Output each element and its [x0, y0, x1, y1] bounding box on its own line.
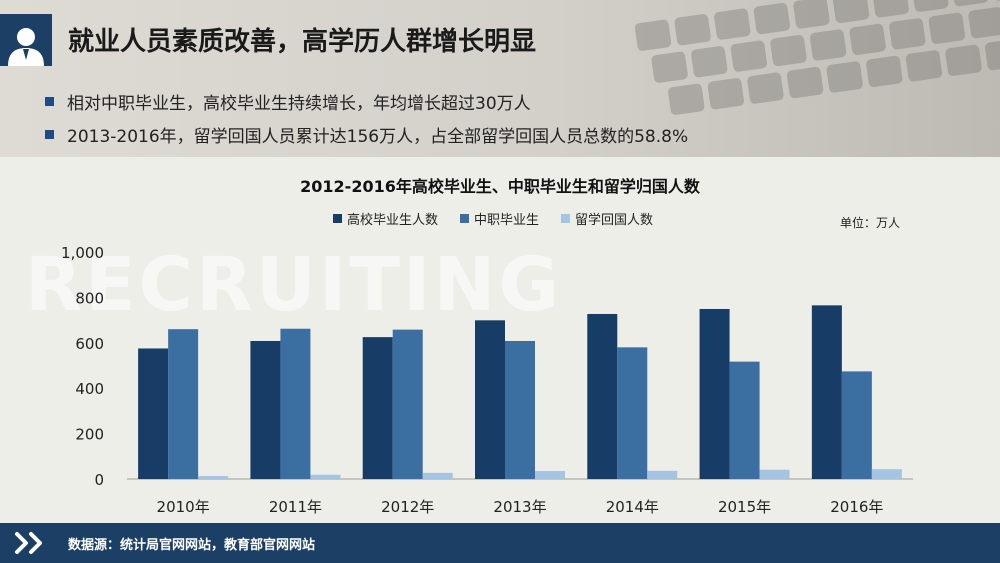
y-tick-label: 600 — [75, 335, 104, 353]
legend-label: 中职毕业生 — [474, 213, 540, 228]
y-tick-label: 200 — [75, 426, 104, 444]
bar-series3 — [759, 469, 790, 479]
bullet-text: 2013-2016年，留学回国人员累计达156万人，占全部留学回国人员总数的58… — [67, 127, 689, 147]
keyboard-key — [786, 66, 824, 99]
keyboard-key — [753, 2, 791, 35]
keyboard-key — [944, 44, 983, 77]
legend-swatch — [561, 214, 571, 223]
x-tick-label: 2016年 — [830, 498, 883, 516]
bar-series2 — [168, 329, 199, 479]
data-source: 数据源：统计局官网网站，教育部官网网站 — [68, 537, 316, 553]
keyboard-key — [713, 7, 752, 41]
bar-series1 — [811, 305, 842, 479]
keyboard-key — [707, 77, 745, 110]
bullet-item: 相对中职毕业生，高校毕业生持续增长，年均增长超过30万人 — [45, 85, 688, 118]
bar-series1 — [475, 320, 505, 479]
x-tick-label: 2010年 — [157, 498, 210, 516]
bar-series1 — [362, 337, 393, 479]
keyboard-key — [769, 34, 808, 67]
keyboard-key — [967, 6, 1000, 39]
bullet-square-icon — [45, 97, 54, 106]
x-tick-label: 2014年 — [606, 498, 659, 516]
footer-bar: 数据源：统计局官网网站，教育部官网网站 — [0, 523, 1000, 563]
keyboard-key — [865, 55, 904, 88]
keyboard-key — [888, 17, 927, 51]
y-tick-label: 1,000 — [61, 244, 104, 262]
bar-series2 — [617, 347, 648, 479]
header-band: 就业人员素质改善，高学历人群增长明显 相对中职毕业生，高校毕业生持续增长，年均增… — [0, 0, 1000, 157]
unit-label: 单位：万人 — [840, 216, 901, 230]
bar-series3 — [535, 471, 565, 479]
keyboard-key — [832, 0, 870, 24]
bar-series3 — [198, 476, 229, 479]
bar-series1 — [250, 340, 281, 479]
keyboard-key — [911, 0, 950, 13]
keyboard-key — [928, 12, 966, 45]
keyboard-key — [951, 0, 989, 7]
keyboard-key — [905, 49, 943, 83]
bar-series2 — [280, 328, 311, 479]
keyboard-key — [746, 71, 785, 105]
x-tick-label: 2015年 — [718, 498, 771, 516]
legend-swatch — [460, 214, 470, 223]
bullet-list: 相对中职毕业生，高校毕业生持续增长，年均增长超过30万人 2013-2016年，… — [45, 85, 688, 151]
x-tick-label: 2013年 — [493, 498, 546, 516]
x-tick-label: 2011年 — [269, 498, 322, 516]
bar-series2 — [392, 329, 423, 479]
keyboard-key — [848, 23, 887, 56]
legend-item-series3: 留学回国人数 — [561, 209, 653, 228]
bar-chart: 0 200 400 600 800 1,000 2010年 2011年 2012年 2013年 20… — [61, 244, 913, 516]
bullet-text: 相对中职毕业生，高校毕业生持续增长，年均增长超过30万人 — [67, 94, 531, 114]
keyboard-key — [871, 0, 910, 19]
bullet-item: 2013-2016年，留学回国人员累计达156万人，占全部留学回国人员总数的58… — [45, 118, 688, 151]
legend-label: 高校毕业生人数 — [347, 213, 439, 228]
keyboard-background — [634, 0, 1000, 139]
legend-swatch — [333, 214, 342, 223]
legend-label: 留学回国人数 — [575, 213, 654, 228]
keyboard-key — [690, 45, 729, 78]
legend-item-series1: 高校毕业生人数 — [333, 209, 438, 228]
y-tick-label: 400 — [75, 380, 104, 398]
page-title: 就业人员素质改善，高学历人群增长明显 — [68, 27, 537, 57]
chart-legend: 高校毕业生人数 中职毕业生 留学回国人数 — [333, 209, 675, 228]
title-bar: 就业人员素质改善，高学历人群增长明显 — [0, 12, 600, 67]
bar-series3 — [647, 470, 678, 479]
keyboard-key — [730, 39, 768, 73]
bar-series2 — [505, 340, 535, 479]
keyboard-key — [634, 19, 672, 52]
double-chevron-icon — [15, 532, 42, 554]
watermark-text: RECRUITING — [25, 242, 563, 328]
keyboard-key — [792, 0, 831, 30]
bar-series1 — [699, 308, 730, 479]
bar-series2 — [841, 371, 872, 479]
chart-panel: RECRUITING 2012-2016年高校毕业生、中职毕业生和留学归国人数 … — [0, 157, 1000, 523]
person-icon — [0, 13, 52, 66]
bar-series3 — [871, 469, 902, 479]
bar-series3 — [310, 474, 341, 479]
bar-series1 — [138, 348, 169, 479]
bar-series1 — [587, 313, 618, 479]
keyboard-key — [984, 38, 1000, 71]
keyboard-key — [673, 13, 712, 46]
y-tick-label: 0 — [94, 471, 104, 489]
keyboard-key — [809, 28, 847, 62]
legend-item-series2: 中职毕业生 — [460, 209, 539, 228]
x-tick-label: 2012年 — [381, 498, 434, 516]
keyboard-key — [650, 51, 689, 84]
bar-series3 — [422, 472, 453, 479]
keyboard-key — [825, 60, 864, 94]
chart-title: 2012-2016年高校毕业生、中职毕业生和留学归国人数 — [300, 177, 700, 196]
bullet-square-icon — [45, 130, 54, 139]
keyboard-key — [990, 0, 1000, 2]
y-tick-label: 800 — [75, 289, 104, 307]
bar-series2 — [729, 361, 760, 479]
